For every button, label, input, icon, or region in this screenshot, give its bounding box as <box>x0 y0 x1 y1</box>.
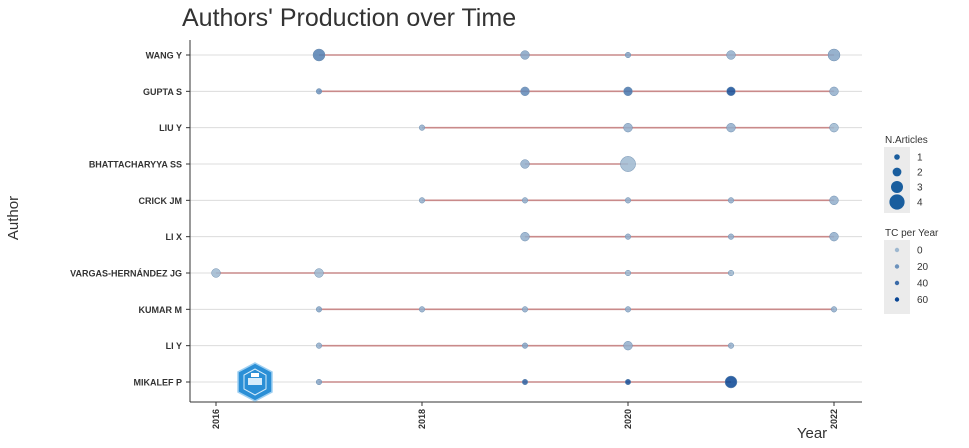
data-point <box>211 268 221 278</box>
legend-color-label: 0 <box>917 246 923 257</box>
data-point <box>727 197 735 204</box>
x-axis-title: Year <box>797 425 827 442</box>
x-tick-label: 2016 <box>211 409 221 429</box>
legend-color-key <box>894 247 900 253</box>
y-tick-label: CRICK JM <box>138 196 182 206</box>
y-tick-label: VARGAS-HERNÁNDEZ JG <box>70 269 182 279</box>
data-point <box>623 86 633 96</box>
legend-color-label: 60 <box>917 295 929 306</box>
data-point <box>418 306 426 313</box>
y-tick-label: LIU Y <box>159 123 182 133</box>
data-point <box>829 232 839 242</box>
legend-size-label: 3 <box>917 183 923 194</box>
legend-size-key <box>892 167 902 177</box>
legend-size-label: 1 <box>917 153 923 164</box>
x-tick-label: 2018 <box>417 409 427 429</box>
data-point <box>520 232 530 242</box>
data-point <box>726 123 736 133</box>
data-point <box>623 123 633 133</box>
data-point <box>620 156 636 172</box>
data-point <box>727 269 735 277</box>
x-tick-label: 2020 <box>623 409 633 429</box>
series-layer <box>211 48 841 389</box>
x-tick-label: 2022 <box>829 409 839 429</box>
data-point <box>520 86 530 96</box>
data-point <box>624 197 632 204</box>
data-point <box>315 88 323 95</box>
legend-color-label: 40 <box>917 279 929 290</box>
data-point <box>521 306 529 313</box>
data-point <box>829 123 839 133</box>
data-point <box>315 306 323 313</box>
y-tick-label: LI X <box>165 232 182 242</box>
y-axis-title: Author <box>5 196 22 240</box>
legend-n-articles: N.Articles 1 2 3 4 <box>884 135 928 213</box>
legend-size-key <box>889 194 905 210</box>
data-point <box>829 86 839 96</box>
legend-size-key <box>894 154 900 160</box>
legend-tc-per-year: TC per Year 0 20 40 60 <box>884 228 939 314</box>
legend-tc-per-year-title: TC per Year <box>885 228 939 239</box>
legend-color-key <box>894 297 900 302</box>
legend-color-key <box>894 264 900 269</box>
data-point <box>418 124 426 131</box>
y-tick-label: MIKALEF P <box>134 378 183 388</box>
data-point <box>315 378 323 386</box>
data-point <box>315 342 323 349</box>
data-point <box>727 233 735 240</box>
chart-title: Authors' Production over Time <box>182 4 516 32</box>
data-point <box>624 378 632 386</box>
data-point <box>829 195 839 205</box>
legend-size-label: 4 <box>917 198 923 209</box>
data-point <box>520 159 530 169</box>
y-tick-label: LI Y <box>166 341 182 351</box>
data-point <box>727 342 735 349</box>
gridlines <box>190 54 862 383</box>
legend-size-key <box>891 181 903 193</box>
data-point <box>314 268 324 278</box>
data-point <box>827 48 841 62</box>
legend-color-key <box>894 280 900 286</box>
data-point <box>724 375 738 389</box>
data-point <box>624 233 632 240</box>
data-point <box>726 50 736 60</box>
data-point <box>521 197 529 204</box>
axes: WANG Y GUPTA S LIU Y BHATTACHARYYA SS CRICK … <box>70 40 862 429</box>
data-point <box>726 86 736 96</box>
y-tick-label: KUMAR M <box>139 305 183 315</box>
y-tick-label: BHATTACHARYYA SS <box>89 160 182 170</box>
data-point <box>521 342 529 349</box>
data-point <box>418 197 426 204</box>
data-point <box>312 48 326 62</box>
hexagon-logo-icon <box>237 362 273 402</box>
data-point <box>624 51 632 59</box>
legend-color-label: 20 <box>917 262 929 273</box>
data-point <box>520 50 530 60</box>
y-tick-label: WANG Y <box>146 51 182 61</box>
legend-n-articles-title: N.Articles <box>885 135 928 146</box>
data-point <box>624 306 632 313</box>
data-point <box>521 378 529 386</box>
data-point <box>830 306 838 313</box>
data-point <box>624 269 632 277</box>
y-tick-label: GUPTA S <box>143 87 182 97</box>
legend-size-label: 2 <box>917 168 923 179</box>
data-point <box>623 341 633 351</box>
